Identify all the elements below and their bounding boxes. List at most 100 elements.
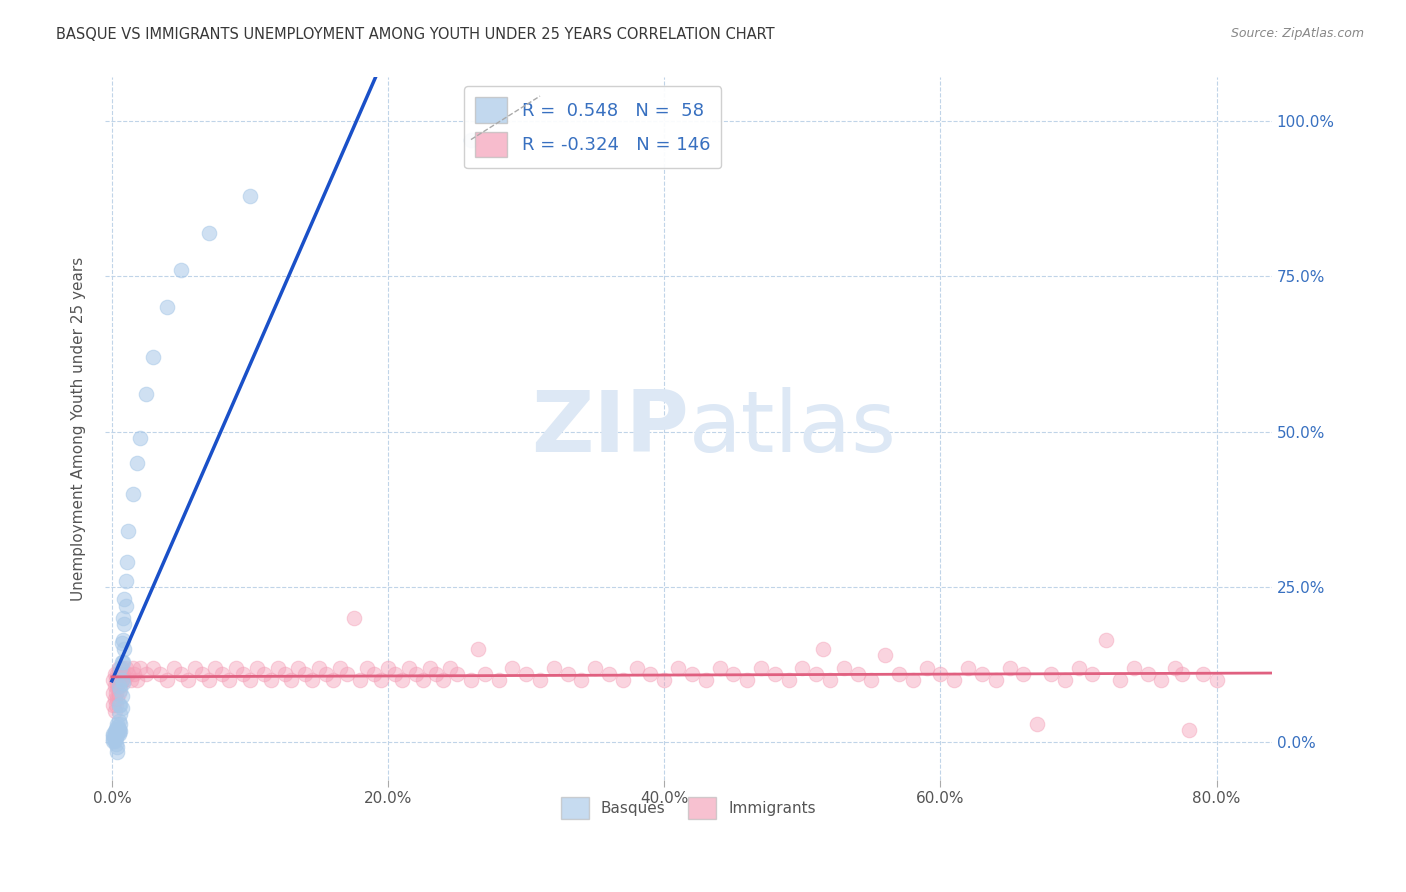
- Point: [117, 667, 139, 681]
- Point: [105, 698, 128, 712]
- Point: [398, 661, 420, 675]
- Point: [156, 673, 179, 688]
- Point: [103, 729, 125, 743]
- Point: [875, 648, 897, 663]
- Point: [121, 487, 143, 501]
- Point: [104, 691, 127, 706]
- Point: [342, 611, 364, 625]
- Point: [652, 673, 675, 688]
- Point: [887, 667, 910, 681]
- Point: [107, 728, 129, 742]
- Point: [110, 636, 132, 650]
- Point: [818, 673, 841, 688]
- Point: [425, 667, 447, 681]
- Point: [108, 680, 131, 694]
- Point: [246, 661, 269, 675]
- Point: [110, 661, 132, 675]
- Point: [253, 667, 276, 681]
- Point: [107, 720, 129, 734]
- Point: [1109, 673, 1132, 688]
- Point: [103, 726, 125, 740]
- Point: [105, 673, 128, 688]
- Point: [349, 673, 371, 688]
- Point: [432, 673, 454, 688]
- Point: [901, 673, 924, 688]
- Point: [107, 680, 129, 694]
- Point: [666, 661, 689, 675]
- Point: [749, 661, 772, 675]
- Point: [108, 667, 131, 681]
- Point: [128, 431, 150, 445]
- Point: [571, 673, 593, 688]
- Point: [860, 673, 883, 688]
- Point: [110, 689, 132, 703]
- Point: [515, 667, 537, 681]
- Point: [1095, 632, 1118, 647]
- Point: [107, 680, 129, 694]
- Point: [308, 661, 330, 675]
- Point: [287, 661, 309, 675]
- Point: [104, 729, 127, 743]
- Point: [239, 188, 262, 202]
- Point: [107, 691, 129, 706]
- Point: [1164, 661, 1187, 675]
- Point: [763, 667, 786, 681]
- Point: [612, 673, 634, 688]
- Point: [412, 673, 434, 688]
- Point: [110, 673, 132, 688]
- Point: [640, 667, 662, 681]
- Text: ZIP: ZIP: [530, 387, 689, 470]
- Point: [105, 731, 128, 745]
- Point: [107, 724, 129, 739]
- Point: [1205, 673, 1227, 688]
- Point: [626, 661, 648, 675]
- Point: [184, 661, 207, 675]
- Point: [1150, 673, 1173, 688]
- Point: [107, 698, 129, 712]
- Point: [114, 661, 136, 675]
- Point: [112, 673, 135, 688]
- Y-axis label: Unemployment Among Youth under 25 years: Unemployment Among Youth under 25 years: [72, 256, 86, 600]
- Point: [103, 685, 125, 699]
- Point: [103, 673, 125, 688]
- Point: [107, 667, 129, 681]
- Point: [104, 724, 127, 739]
- Point: [121, 661, 143, 675]
- Point: [735, 673, 758, 688]
- Point: [1067, 661, 1090, 675]
- Point: [107, 661, 129, 675]
- Point: [446, 667, 468, 681]
- Text: BASQUE VS IMMIGRANTS UNEMPLOYMENT AMONG YOUTH UNDER 25 YEARS CORRELATION CHART: BASQUE VS IMMIGRANTS UNEMPLOYMENT AMONG …: [56, 27, 775, 42]
- Point: [197, 226, 219, 240]
- Point: [108, 716, 131, 731]
- Point: [811, 642, 834, 657]
- Point: [190, 667, 212, 681]
- Point: [142, 661, 165, 675]
- Point: [1136, 667, 1159, 681]
- Point: [108, 707, 131, 722]
- Point: [232, 667, 254, 681]
- Point: [846, 667, 869, 681]
- Point: [115, 555, 138, 569]
- Point: [170, 667, 193, 681]
- Point: [460, 132, 482, 146]
- Point: [107, 726, 129, 740]
- Point: [117, 524, 139, 538]
- Point: [377, 661, 399, 675]
- Point: [239, 673, 262, 688]
- Point: [110, 655, 132, 669]
- Point: [112, 642, 135, 657]
- Point: [125, 456, 148, 470]
- Point: [501, 661, 523, 675]
- Point: [107, 740, 129, 755]
- Point: [125, 673, 148, 688]
- Point: [104, 734, 127, 748]
- Point: [103, 698, 125, 712]
- Point: [723, 667, 745, 681]
- Point: [315, 667, 337, 681]
- Point: [108, 661, 131, 675]
- Point: [260, 673, 283, 688]
- Point: [111, 676, 134, 690]
- Point: [112, 592, 135, 607]
- Point: [107, 722, 129, 736]
